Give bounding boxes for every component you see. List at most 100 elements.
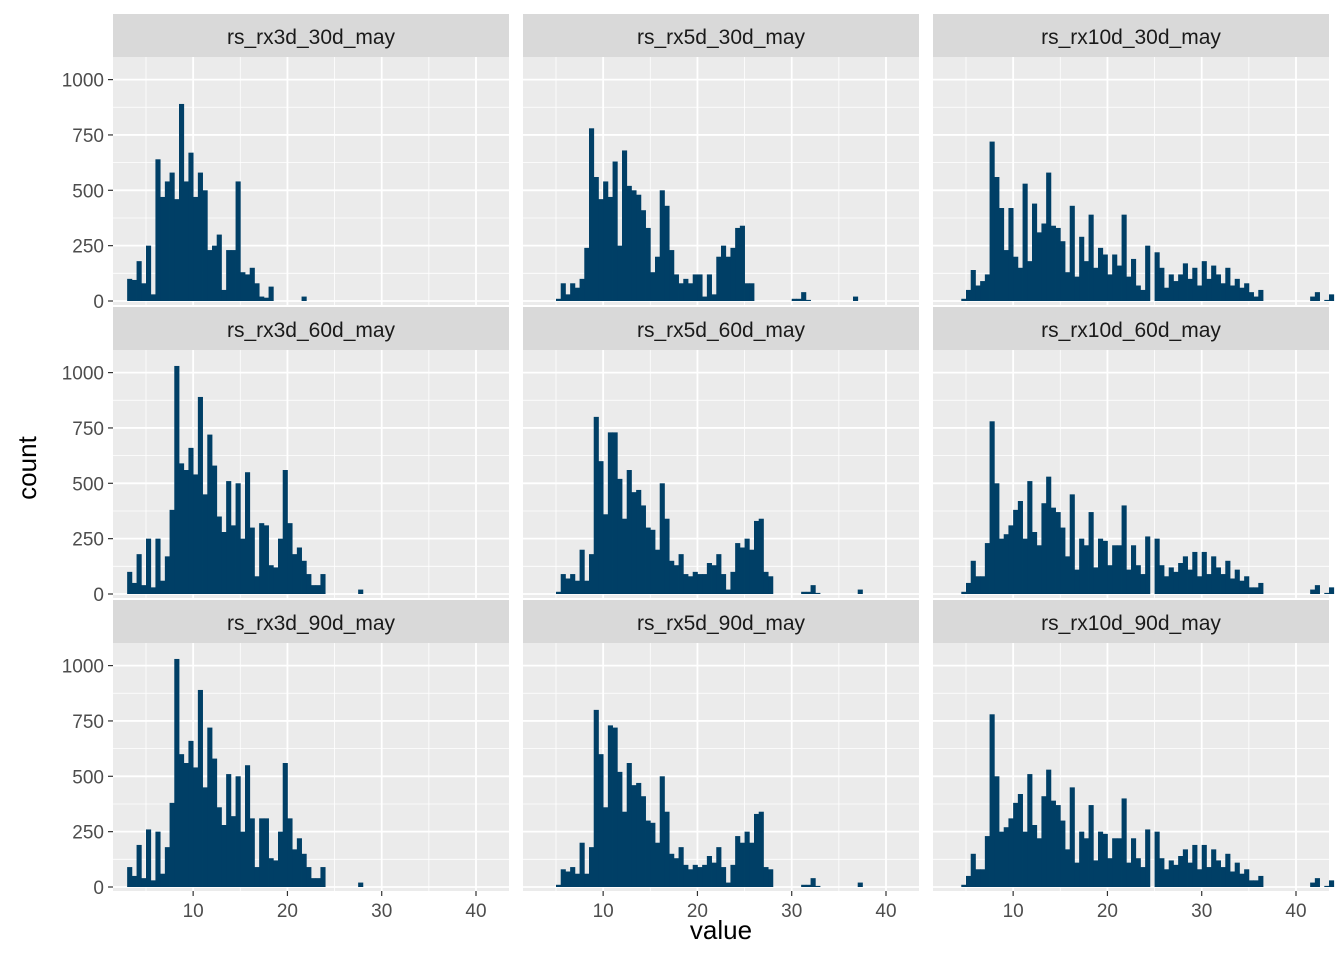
histogram-bar bbox=[1310, 296, 1316, 301]
y-tick-label: 500 bbox=[72, 767, 104, 788]
histogram-bar bbox=[1173, 281, 1179, 301]
y-tick-label: 0 bbox=[93, 878, 104, 899]
histogram-bar bbox=[1145, 245, 1151, 301]
histogram-bar bbox=[1121, 505, 1127, 594]
histogram-bar bbox=[1055, 805, 1061, 887]
histogram-bar bbox=[1310, 589, 1316, 594]
histogram-bar bbox=[598, 754, 604, 887]
histogram-bar bbox=[282, 470, 288, 594]
histogram-bar bbox=[1093, 267, 1099, 301]
histogram-bar bbox=[259, 296, 265, 301]
histogram-bar bbox=[249, 527, 255, 594]
histogram-bar bbox=[207, 250, 213, 301]
histogram-bar bbox=[146, 829, 152, 887]
histogram-bar bbox=[706, 274, 712, 301]
histogram-bar bbox=[141, 283, 147, 301]
histogram-bar bbox=[970, 853, 976, 887]
histogram-bar bbox=[1003, 827, 1009, 887]
histogram-bar bbox=[659, 190, 665, 301]
histogram-bar bbox=[678, 847, 684, 887]
histogram-bar bbox=[622, 811, 628, 887]
histogram-bar bbox=[1088, 214, 1094, 301]
histogram-bar bbox=[1116, 265, 1122, 301]
x-tick-label: 40 bbox=[875, 901, 896, 922]
histogram-bar bbox=[1154, 252, 1160, 301]
histogram-bar bbox=[994, 177, 1000, 301]
histogram-bar bbox=[1310, 882, 1316, 887]
histogram-bar bbox=[301, 296, 307, 301]
histogram-bar bbox=[702, 296, 708, 301]
x-tick-label: 40 bbox=[1285, 901, 1306, 922]
histogram-bar bbox=[1032, 203, 1038, 301]
histogram-bar bbox=[160, 580, 166, 594]
histogram-bar bbox=[688, 869, 694, 887]
histogram-bar bbox=[169, 802, 175, 887]
histogram-bar bbox=[1220, 283, 1226, 301]
histogram-bar bbox=[984, 836, 990, 887]
histogram-bar bbox=[961, 884, 967, 887]
histogram-bar bbox=[1055, 512, 1061, 594]
histogram-bar bbox=[221, 825, 227, 887]
histogram-bar bbox=[636, 489, 642, 594]
histogram-bar bbox=[678, 554, 684, 594]
histogram-bar bbox=[1248, 292, 1254, 301]
histogram-bar bbox=[810, 585, 816, 594]
histogram-bar bbox=[240, 538, 246, 594]
facet-strip bbox=[523, 14, 919, 57]
histogram-bar bbox=[1324, 885, 1330, 887]
histogram-bar bbox=[1121, 798, 1127, 887]
histogram-bar bbox=[358, 882, 364, 887]
histogram-bar bbox=[640, 796, 646, 887]
histogram-bar bbox=[984, 543, 990, 594]
histogram-bar bbox=[1220, 574, 1226, 594]
histogram-bar bbox=[966, 289, 972, 301]
histogram-bar bbox=[763, 867, 769, 887]
histogram-bar bbox=[320, 574, 326, 594]
facet-strip-label: rs_rx5d_60d_may bbox=[637, 319, 806, 342]
histogram-bar bbox=[188, 740, 194, 887]
histogram-bar bbox=[1211, 556, 1217, 594]
histogram-bar bbox=[197, 689, 203, 887]
histogram-bar bbox=[1017, 794, 1023, 887]
histogram-bar bbox=[278, 831, 284, 887]
histogram-bar bbox=[202, 494, 208, 594]
histogram-bar bbox=[1211, 849, 1217, 887]
facet-panel: rs_rx10d_90d_may bbox=[933, 600, 1335, 891]
facet-strip bbox=[113, 600, 509, 643]
histogram-bar bbox=[127, 278, 133, 301]
x-tick-label: 10 bbox=[593, 901, 614, 922]
histogram-bar bbox=[155, 159, 161, 301]
histogram-bar bbox=[754, 813, 760, 887]
histogram-bar bbox=[1159, 267, 1165, 301]
histogram-bar bbox=[570, 574, 576, 594]
histogram-bar bbox=[1032, 825, 1038, 887]
histogram-bar bbox=[1164, 287, 1170, 301]
histogram-bar bbox=[617, 245, 623, 301]
facet-strip bbox=[933, 600, 1329, 643]
histogram-bar bbox=[245, 472, 251, 594]
histogram-bar bbox=[254, 283, 260, 301]
histogram-bar bbox=[1253, 587, 1259, 594]
histogram-bar bbox=[702, 864, 708, 887]
histogram-bar bbox=[688, 576, 694, 594]
facet-strip-label: rs_rx10d_60d_may bbox=[1041, 319, 1221, 342]
histogram-bar bbox=[1079, 236, 1085, 301]
histogram-bar bbox=[1041, 796, 1047, 887]
histogram-bar bbox=[1230, 871, 1236, 887]
x-tick-label: 20 bbox=[277, 901, 298, 922]
histogram-bar bbox=[174, 658, 180, 887]
x-tick-label: 30 bbox=[781, 901, 802, 922]
histogram-bar bbox=[1079, 538, 1085, 594]
histogram-bar bbox=[207, 727, 213, 887]
histogram-bar bbox=[164, 556, 170, 594]
facet-strip-label: rs_rx3d_90d_may bbox=[227, 612, 396, 635]
y-tick-label: 250 bbox=[72, 823, 104, 844]
histogram-bar bbox=[136, 554, 142, 594]
histogram-bar bbox=[136, 844, 142, 887]
histogram-bar bbox=[612, 161, 618, 301]
histogram-bar bbox=[1225, 853, 1231, 887]
histogram-bar bbox=[603, 181, 609, 301]
histogram-bar bbox=[758, 811, 764, 887]
histogram-bar bbox=[730, 864, 736, 887]
